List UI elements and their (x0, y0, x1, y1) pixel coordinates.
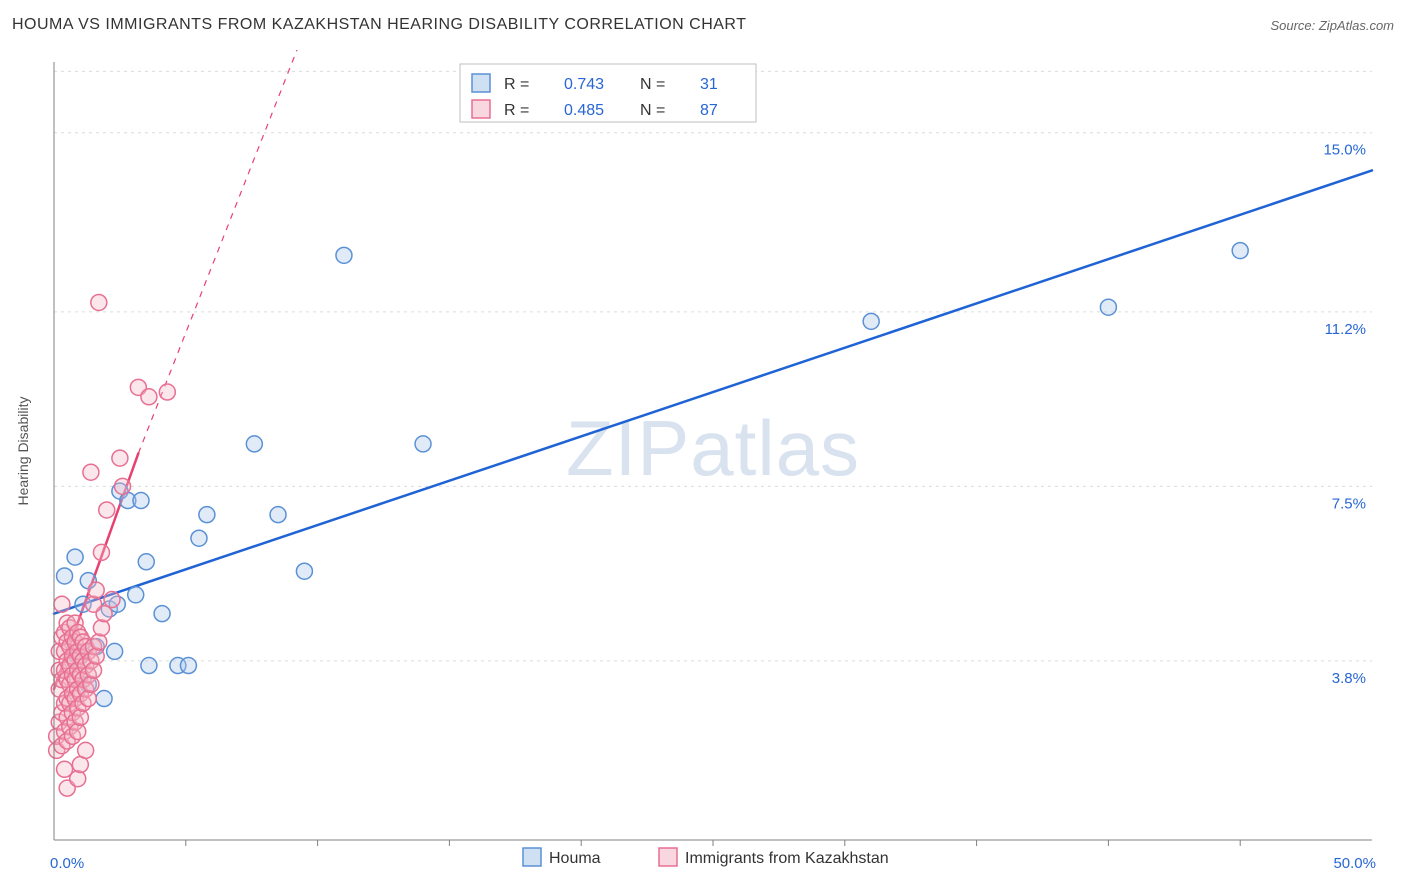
svg-text:N =: N = (640, 76, 665, 93)
legend-item-label: Immigrants from Kazakhstan (685, 850, 889, 867)
chart-source: Source: ZipAtlas.com (1270, 18, 1394, 33)
y-tick-label: 3.8% (1332, 670, 1366, 687)
svg-text:0.743: 0.743 (564, 76, 604, 93)
svg-text:R =: R = (504, 76, 529, 93)
watermark: ZIPatlas (566, 404, 860, 492)
y-tick-label: 15.0% (1323, 142, 1366, 159)
chart-title: HOUMA VS IMMIGRANTS FROM KAZAKHSTAN HEAR… (12, 16, 746, 33)
svg-text:87: 87 (700, 102, 718, 119)
svg-text:0.485: 0.485 (564, 102, 604, 119)
svg-text:R =: R = (504, 102, 529, 119)
chart-container: 3.8% 7.5% 11.2% 15.0% ZIPatlas 0.0% 50.0% Heari… (12, 50, 1394, 882)
svg-text:31: 31 (700, 76, 718, 93)
y-tick-label: 7.5% (1332, 495, 1366, 512)
scatter-chart: 3.8% 7.5% 11.2% 15.0% ZIPatlas 0.0% 50.0% Heari… (12, 50, 1394, 882)
y-axis-label: Hearing Disability (15, 397, 31, 506)
legend-item-label: Houma (549, 850, 601, 867)
y-tick-label: 11.2% (1325, 321, 1366, 338)
svg-text:N =: N = (640, 102, 665, 119)
x-tick-label: 0.0% (50, 855, 84, 872)
x-tick-label: 50.0% (1333, 855, 1376, 872)
